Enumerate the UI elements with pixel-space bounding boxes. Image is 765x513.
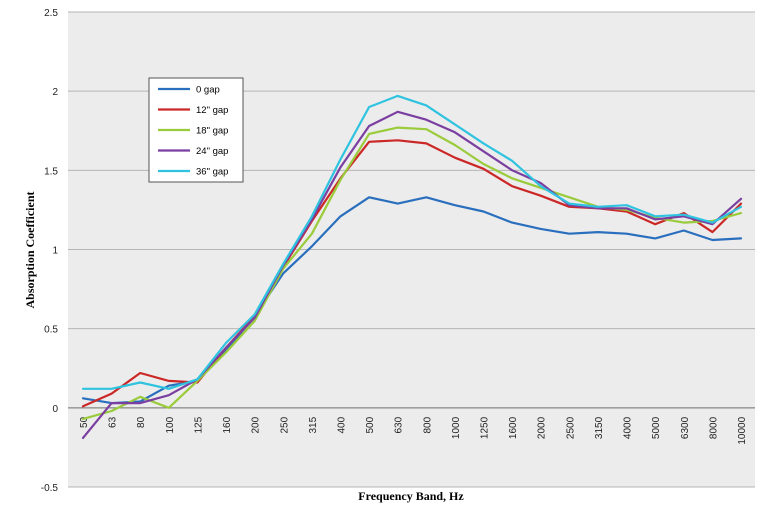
x-tick-label: 250 <box>279 416 290 433</box>
series-line-36-gap <box>81 94 743 390</box>
legend-label: 0 gap <box>196 85 220 96</box>
y-axis-title: Absorption Coefficient <box>23 192 37 309</box>
legend-label: 24" gap <box>196 146 228 157</box>
x-tick-label: 200 <box>251 416 262 433</box>
x-tick-label: 80 <box>136 416 147 428</box>
x-tick-label: 400 <box>336 416 347 433</box>
y-tick-label: 2.5 <box>44 8 58 19</box>
x-tick-label: 500 <box>365 416 376 433</box>
y-tick-label: 2 <box>52 87 58 98</box>
legend: 0 gap 12" gap 18" gap 24" gap 36" gap <box>148 77 244 183</box>
legend-label: 18" gap <box>196 126 228 137</box>
y-tick-label: 0.5 <box>44 325 58 336</box>
x-tick-label: 10000 <box>737 416 748 444</box>
x-tick-label: 800 <box>422 416 433 433</box>
x-tick-label: 50 <box>79 416 90 428</box>
y-tick-label: 0 <box>52 404 58 415</box>
x-tick-label: 63 <box>108 416 119 428</box>
legend-label: 36" gap <box>196 167 228 178</box>
x-tick-labels: 50 63 80 100 125 160 200 250 315 400 500 630 800 1000… <box>79 416 748 444</box>
x-tick-label: 3150 <box>594 416 605 439</box>
y-tick-label: 1 <box>52 246 58 257</box>
x-tick-label: 5000 <box>651 416 662 439</box>
legend-label: 12" gap <box>196 105 228 116</box>
x-tick-label: 100 <box>165 416 176 433</box>
x-tick-label: 630 <box>394 416 405 433</box>
x-tick-label: 2000 <box>537 416 548 439</box>
y-tick-labels: -0.5 0 0.5 1 1.5 2 2.5 <box>41 8 59 494</box>
x-tick-label: 2500 <box>565 416 576 439</box>
x-tick-label: 1000 <box>451 416 462 439</box>
x-tick-label: 1600 <box>508 416 519 439</box>
x-tick-label: 1250 <box>480 416 491 439</box>
x-tick-label: 160 <box>222 416 233 433</box>
x-tick-label: 4000 <box>623 416 634 439</box>
series-lines <box>81 94 743 439</box>
y-tick-label: 1.5 <box>44 166 58 177</box>
x-tick-label: 315 <box>308 416 319 433</box>
x-tick-label: 125 <box>193 416 204 433</box>
x-axis-title: Frequency Band, Hz <box>358 489 464 503</box>
x-tick-label: 6300 <box>680 416 691 439</box>
y-tick-label: -0.5 <box>41 483 59 494</box>
x-tick-label: 8000 <box>708 416 719 439</box>
